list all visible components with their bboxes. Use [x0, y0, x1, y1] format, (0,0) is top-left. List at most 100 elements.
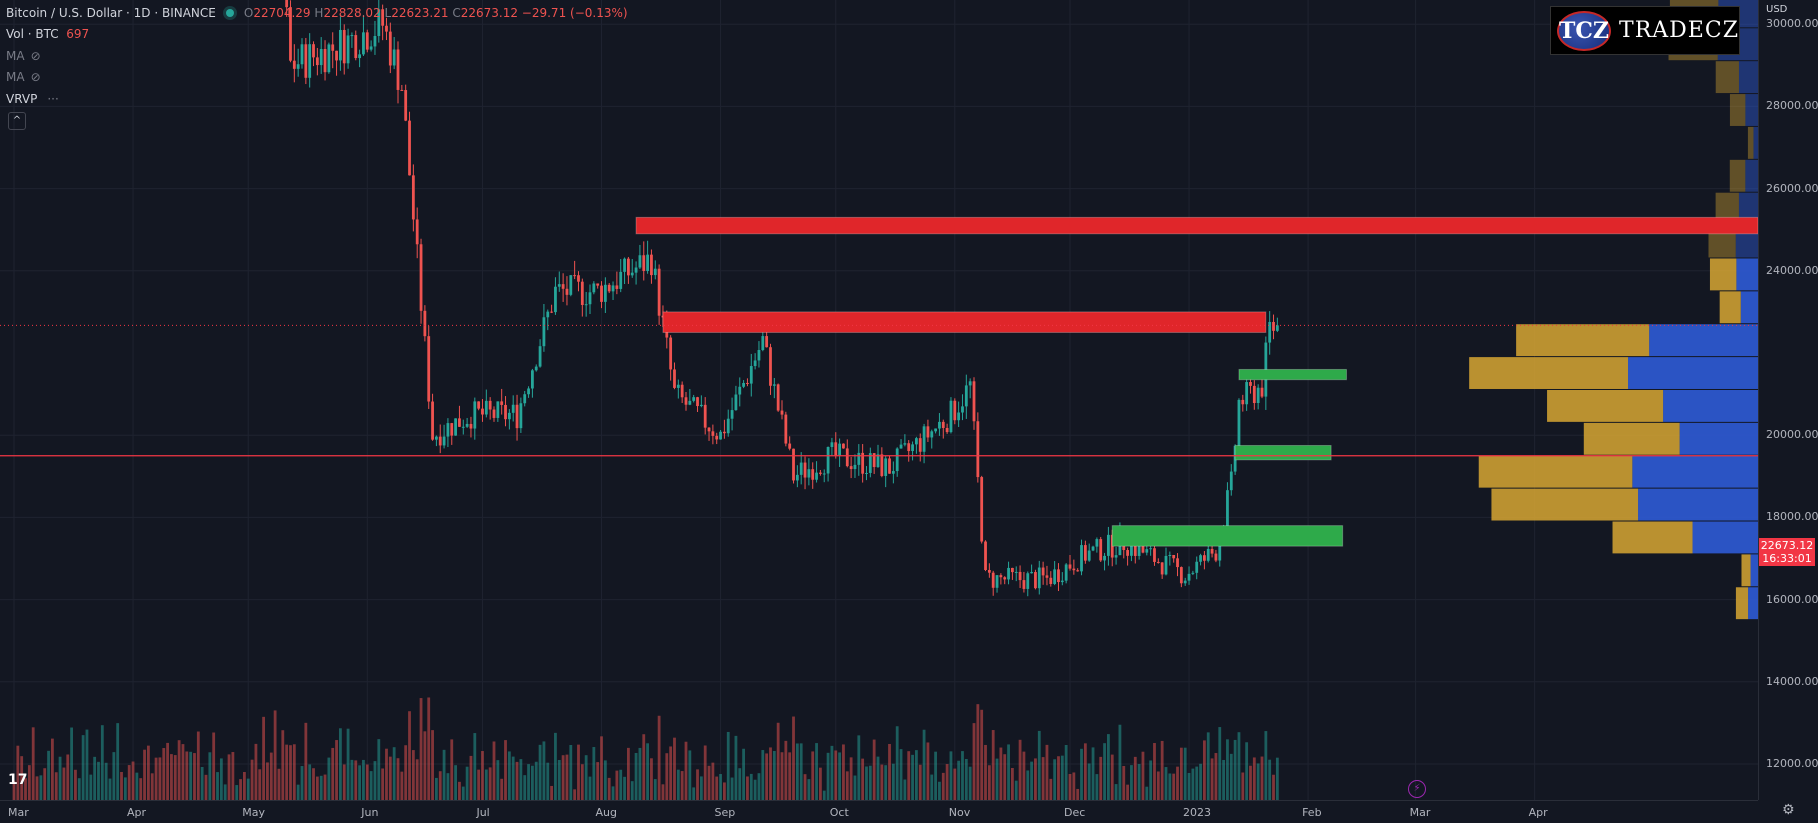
candle-body: [688, 400, 692, 405]
volume-bar: [561, 755, 565, 800]
candle-body: [680, 384, 684, 398]
candle-body: [592, 283, 596, 293]
volume-profile-bar: [1516, 324, 1650, 357]
candle-body: [289, 7, 292, 61]
more-options-icon[interactable]: ···: [47, 92, 59, 106]
volume-bar: [899, 749, 903, 800]
candle-body: [1252, 385, 1256, 404]
candle-body: [746, 382, 749, 384]
close-value: 22673.12: [460, 6, 518, 20]
candle-body: [1141, 544, 1145, 553]
candle-body: [903, 443, 907, 445]
time-tick-label: 2023: [1183, 806, 1212, 819]
candle-body: [603, 284, 607, 302]
volume-bar: [726, 731, 730, 800]
price-tick-label: 30000.00: [1766, 17, 1818, 31]
volume-bar: [104, 762, 108, 800]
volume-bar: [477, 769, 481, 800]
price-tick-label: 26000.00: [1766, 181, 1818, 195]
tradingview-logo[interactable]: 17: [8, 772, 28, 788]
volume-profile-bar: [1692, 521, 1758, 554]
candle-body: [780, 410, 784, 415]
volume-bar: [911, 754, 914, 800]
volume-bar: [1114, 784, 1118, 800]
candle-body: [865, 472, 868, 474]
candle-body: [872, 453, 876, 468]
candle-body: [1249, 382, 1252, 386]
candle-body: [369, 46, 373, 50]
volume-profile-bar: [1750, 554, 1758, 587]
candle-body: [500, 401, 504, 405]
candle-body: [976, 421, 980, 478]
candle-body: [964, 385, 968, 407]
volume-bar: [312, 768, 315, 800]
candle-body: [577, 275, 580, 282]
candle-body: [845, 448, 849, 467]
volume-bar: [792, 716, 795, 800]
currency-selector[interactable]: USD: [1766, 4, 1788, 15]
volume-bar: [711, 762, 715, 800]
candle-body: [915, 438, 918, 445]
candle-body: [1272, 321, 1275, 331]
volume-bar: [108, 778, 112, 800]
candle-body: [1241, 399, 1245, 405]
volume-bar: [1076, 788, 1080, 800]
volume-bar: [1053, 759, 1057, 800]
volume-bar: [170, 754, 173, 800]
candle-body: [1026, 573, 1030, 589]
volume-bar: [350, 759, 354, 800]
volume-bar: [296, 784, 300, 800]
candle-body: [1172, 554, 1176, 559]
support-zone: [1111, 525, 1344, 547]
volume-bar: [742, 748, 745, 800]
volume-bar: [250, 759, 254, 800]
volume-bar: [749, 773, 753, 800]
candle-body: [1011, 567, 1014, 573]
collapse-legend-button[interactable]: ^: [8, 112, 26, 130]
volume-bar: [262, 716, 265, 800]
volume-bar: [554, 732, 557, 800]
volume-bar: [150, 773, 154, 800]
volume-bar: [1030, 761, 1033, 800]
time-tick-label: Apr: [127, 806, 147, 819]
candle-body: [657, 268, 661, 316]
vrvp-legend[interactable]: VRVP ···: [6, 92, 59, 106]
symbol-title[interactable]: Bitcoin / U.S. Dollar · 1D · BINANCE: [6, 6, 216, 20]
volume-bar: [1218, 727, 1222, 800]
hidden-eye-icon[interactable]: ⊘: [30, 49, 41, 63]
ma-legend-1[interactable]: MA ⊘: [6, 49, 41, 63]
volume-bar: [120, 771, 123, 800]
candle-body: [711, 431, 715, 436]
volume-bar: [600, 736, 603, 800]
low-value: 22623.21: [391, 6, 449, 20]
candle-body: [588, 292, 592, 305]
volume-bar: [181, 744, 185, 800]
gear-icon[interactable]: ⚙: [1782, 802, 1795, 818]
volume-bar: [1130, 765, 1133, 800]
candle-body: [1195, 561, 1199, 573]
lightning-icon[interactable]: ⚡: [1408, 780, 1426, 798]
candle-body: [1168, 554, 1172, 556]
volume-bar: [85, 729, 89, 800]
volume-bar: [949, 751, 953, 800]
volume-bar: [819, 767, 822, 800]
hidden-eye-icon[interactable]: ⊘: [30, 70, 41, 84]
candle-body: [1133, 544, 1137, 556]
volume-bar: [765, 753, 769, 800]
volume-bar: [273, 710, 277, 800]
volume-bar: [834, 750, 838, 800]
time-tick-label: Nov: [948, 806, 971, 819]
candle-body: [1049, 577, 1053, 584]
volume-bar: [342, 764, 346, 800]
ma-legend-2[interactable]: MA ⊘: [6, 70, 41, 84]
candle-body: [1275, 325, 1279, 331]
volume-bar: [315, 776, 319, 800]
volume-bar: [208, 752, 212, 800]
candle-body: [1191, 572, 1195, 574]
candle-body: [381, 9, 385, 26]
candle-body: [696, 397, 699, 407]
candle-body: [730, 410, 734, 419]
candle-body: [788, 443, 792, 449]
volume-legend[interactable]: Vol · BTC 697: [6, 27, 89, 41]
